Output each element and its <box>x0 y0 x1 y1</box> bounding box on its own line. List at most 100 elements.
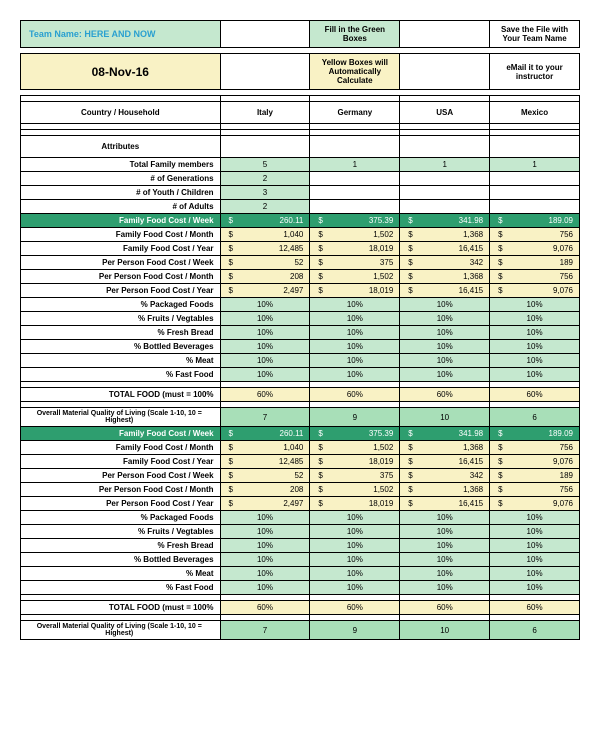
quality-val[interactable]: 7 <box>220 408 310 427</box>
pct-row-val[interactable]: 10% <box>220 581 310 595</box>
team-name-cell[interactable]: Team Name: HERE AND NOW <box>21 21 221 48</box>
pct-row-val[interactable]: 10% <box>400 368 490 382</box>
pct-row-val[interactable]: 10% <box>490 354 580 368</box>
cost-row-val: $1,368 <box>400 483 490 497</box>
attr-val[interactable]: 2 <box>220 200 310 214</box>
pct-row-val[interactable]: 10% <box>310 567 400 581</box>
pct-row-val[interactable]: 10% <box>220 326 310 340</box>
country-col-2: USA <box>400 102 490 124</box>
cost-row: Family Food Cost / Year$12,485$18,019$16… <box>21 455 580 469</box>
pct-row-val[interactable]: 10% <box>310 553 400 567</box>
pct-row-val[interactable]: 10% <box>490 326 580 340</box>
pct-row-val[interactable]: 10% <box>400 511 490 525</box>
pct-row-label: % Meat <box>21 567 221 581</box>
pct-row-val[interactable]: 10% <box>220 298 310 312</box>
pct-row-val[interactable]: 10% <box>310 511 400 525</box>
cost-row-val: $208 <box>220 270 310 284</box>
pct-row-val[interactable]: 10% <box>220 511 310 525</box>
cost-row-val: $12,485 <box>220 242 310 256</box>
cost-row-val: $18,019 <box>310 284 400 298</box>
pct-row-label: % Fast Food <box>21 581 221 595</box>
pct-row-val[interactable]: 10% <box>400 525 490 539</box>
pct-row-val[interactable]: 10% <box>220 340 310 354</box>
pct-row-val[interactable]: 10% <box>310 525 400 539</box>
pct-row-label: % Fresh Bread <box>21 539 221 553</box>
cost-row-val: $18,019 <box>310 497 400 511</box>
pct-row-val[interactable]: 10% <box>310 298 400 312</box>
cost-row-label: Family Food Cost / Year <box>21 455 221 469</box>
pct-row-val[interactable]: 10% <box>220 312 310 326</box>
quality-val[interactable]: 10 <box>400 621 490 640</box>
pct-row-val[interactable]: 10% <box>310 368 400 382</box>
attr-val[interactable]: 2 <box>220 172 310 186</box>
pct-row-val[interactable]: 10% <box>220 368 310 382</box>
attr-val[interactable]: 1 <box>310 158 400 172</box>
total-food-val: 60% <box>310 388 400 402</box>
pct-row-val[interactable]: 10% <box>400 340 490 354</box>
pct-row: % Packaged Foods10%10%10%10% <box>21 298 580 312</box>
pct-row-val[interactable]: 10% <box>400 312 490 326</box>
pct-row-val[interactable]: 10% <box>310 312 400 326</box>
pct-row-val[interactable]: 10% <box>490 525 580 539</box>
attr-val[interactable]: 3 <box>220 186 310 200</box>
pct-row-val[interactable]: 10% <box>400 553 490 567</box>
pct-row-val[interactable]: 10% <box>220 525 310 539</box>
pct-row: % Fruits / Vegtables10%10%10%10% <box>21 312 580 326</box>
pct-row-val[interactable]: 10% <box>220 539 310 553</box>
cost-row: Family Food Cost / Month$1,040$1,502$1,3… <box>21 441 580 455</box>
attr-val[interactable]: 1 <box>490 158 580 172</box>
pct-row-val[interactable]: 10% <box>400 298 490 312</box>
pct-row: % Packaged Foods10%10%10%10% <box>21 511 580 525</box>
quality-val[interactable]: 9 <box>310 621 400 640</box>
attr-val[interactable]: 1 <box>400 158 490 172</box>
pct-row-val[interactable]: 10% <box>490 581 580 595</box>
attr-val[interactable]: 5 <box>220 158 310 172</box>
pct-row-val[interactable]: 10% <box>220 354 310 368</box>
pct-row-val[interactable]: 10% <box>400 567 490 581</box>
cost-row-val: $1,502 <box>310 228 400 242</box>
pct-row-val[interactable]: 10% <box>490 511 580 525</box>
quality-val[interactable]: 10 <box>400 408 490 427</box>
cost-row-val: $9,076 <box>490 284 580 298</box>
pct-row-val[interactable]: 10% <box>310 354 400 368</box>
cost-row-val: $18,019 <box>310 242 400 256</box>
pct-row-val[interactable]: 10% <box>490 340 580 354</box>
pct-row-val[interactable]: 10% <box>310 581 400 595</box>
quality-val[interactable]: 7 <box>220 621 310 640</box>
cost-row-val: $16,415 <box>400 497 490 511</box>
cost-row: Per Person Food Cost / Week$52$375$342$1… <box>21 469 580 483</box>
cost-row-val: $1,502 <box>310 270 400 284</box>
pct-row-val[interactable]: 10% <box>400 354 490 368</box>
cost-row-val: $9,076 <box>490 455 580 469</box>
cost-row-val: $1,502 <box>310 483 400 497</box>
pct-row-val[interactable]: 10% <box>490 539 580 553</box>
cost-row-val: $16,415 <box>400 455 490 469</box>
attr-label: # of Adults <box>21 200 221 214</box>
pct-row-val[interactable]: 10% <box>490 298 580 312</box>
pct-row-label: % Fruits / Vegtables <box>21 525 221 539</box>
quality-val[interactable]: 6 <box>490 408 580 427</box>
pct-row-val[interactable]: 10% <box>490 553 580 567</box>
quality-val[interactable]: 6 <box>490 621 580 640</box>
pct-row-val[interactable]: 10% <box>310 539 400 553</box>
total-food-val: 60% <box>490 601 580 615</box>
pct-row-label: % Bottled Beverages <box>21 340 221 354</box>
pct-row-val[interactable]: 10% <box>400 581 490 595</box>
cost-row-val: $18,019 <box>310 455 400 469</box>
quality-label: Overall Material Quality of Living (Scal… <box>21 408 221 427</box>
pct-row-label: % Packaged Foods <box>21 298 221 312</box>
pct-row-val[interactable]: 10% <box>220 567 310 581</box>
pct-row-val[interactable]: 10% <box>310 326 400 340</box>
pct-row-val[interactable]: 10% <box>400 326 490 340</box>
pct-row-val[interactable]: 10% <box>220 553 310 567</box>
pct-row-val[interactable]: 10% <box>400 539 490 553</box>
pct-row-val[interactable]: 10% <box>490 567 580 581</box>
cost-row: Per Person Food Cost / Month$208$1,502$1… <box>21 270 580 284</box>
quality-label: Overall Material Quality of Living (Scal… <box>21 621 221 640</box>
pct-row-val[interactable]: 10% <box>490 312 580 326</box>
pct-row-val[interactable]: 10% <box>490 368 580 382</box>
pct-row-val[interactable]: 10% <box>310 340 400 354</box>
cost-row-val: $52 <box>220 256 310 270</box>
cost-header-label: Family Food Cost / Week <box>21 427 221 441</box>
quality-val[interactable]: 9 <box>310 408 400 427</box>
